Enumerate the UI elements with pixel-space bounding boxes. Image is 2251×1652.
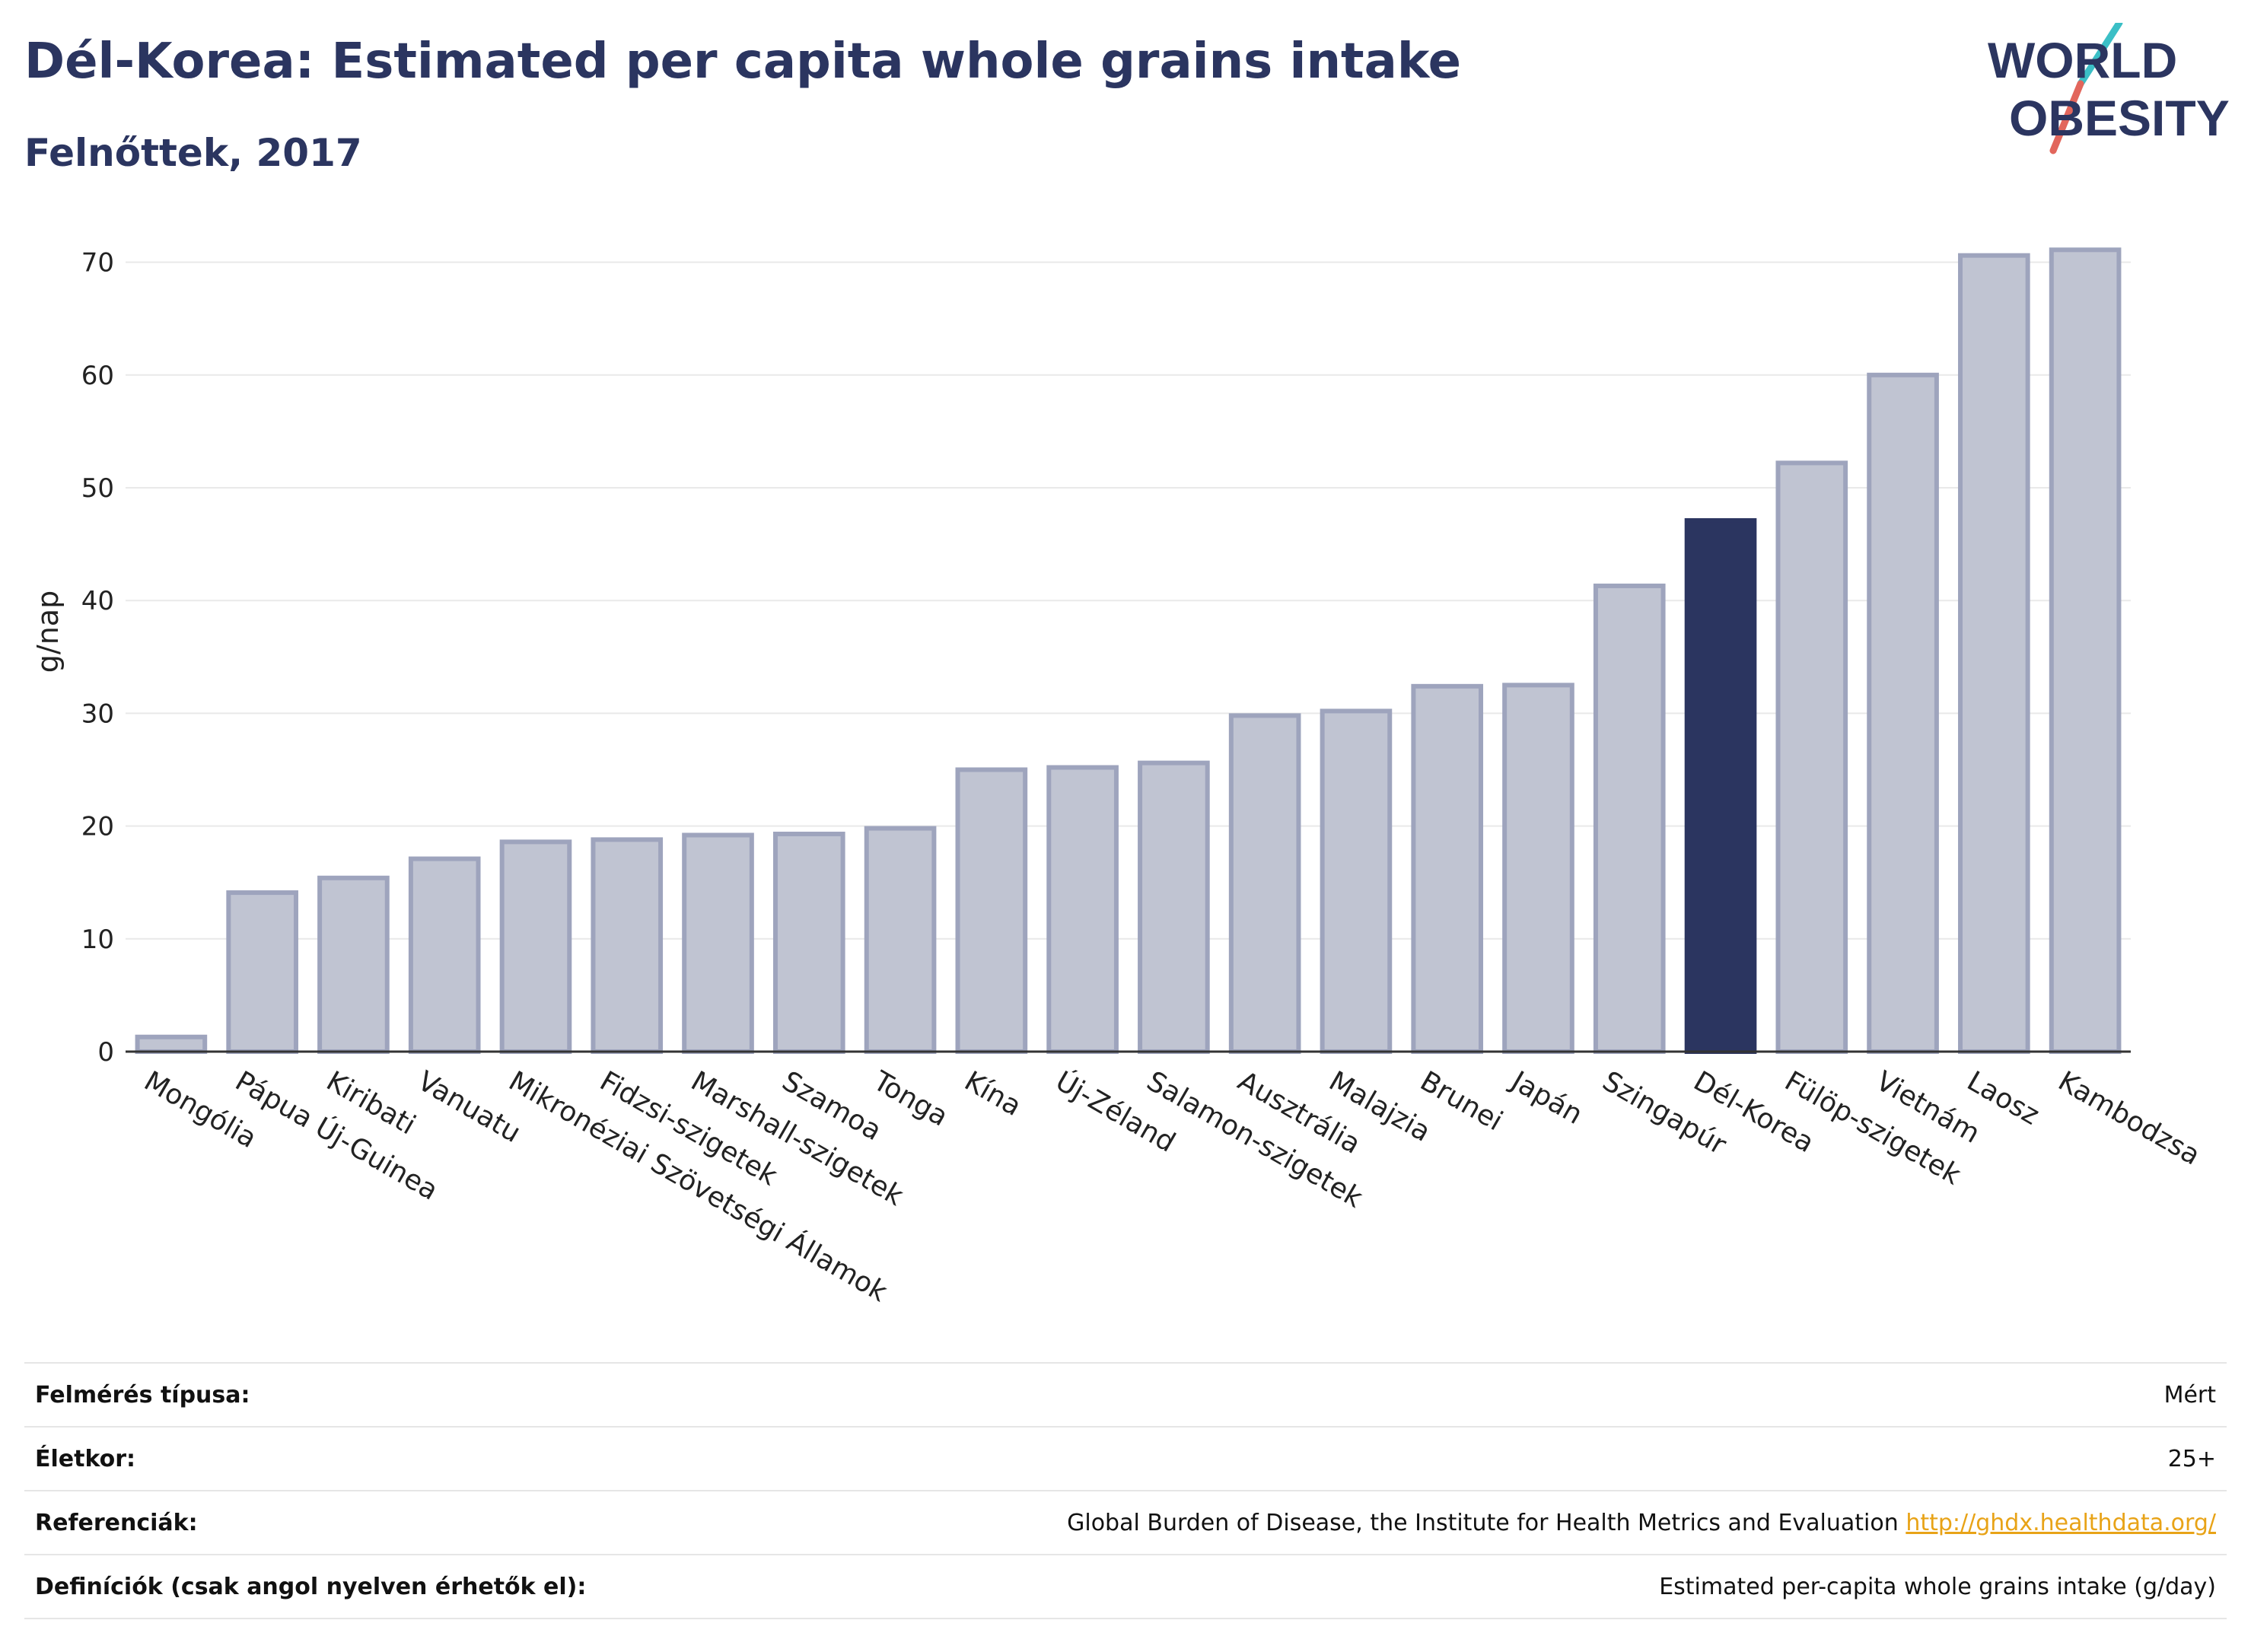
bar xyxy=(682,832,754,1055)
y-tick-label: 50 xyxy=(81,473,114,504)
logo-line1: WORLD xyxy=(1988,32,2177,88)
bar xyxy=(1046,765,1119,1054)
x-tick-label: Japán xyxy=(1504,1065,1587,1131)
info-label: Felmérés típusa: xyxy=(24,1362,748,1427)
info-value: Global Burden of Disease, the Institute … xyxy=(747,1490,2227,1555)
info-row-age: Életkor: 25+ xyxy=(24,1426,2227,1491)
y-axis-ticks: 0 10 20 30 40 50 60 70 xyxy=(81,248,114,1068)
bar xyxy=(499,839,572,1055)
y-tick-label: 20 xyxy=(81,812,114,842)
bar xyxy=(1958,253,2030,1054)
x-tick-label: Kína xyxy=(959,1065,1026,1122)
info-row-references: Referenciák: Global Burden of Disease, t… xyxy=(24,1490,2227,1555)
x-tick-label: Kambodzsa xyxy=(2053,1065,2205,1171)
bar xyxy=(591,837,664,1055)
bar xyxy=(135,1034,208,1055)
y-tick-label: 60 xyxy=(81,361,114,391)
y-tick-label: 10 xyxy=(81,925,114,955)
bar xyxy=(2049,247,2122,1055)
info-value: Estimated per-capita whole grains intake… xyxy=(747,1554,2227,1619)
bar xyxy=(317,875,390,1054)
bar xyxy=(772,831,845,1054)
info-table: Felmérés típusa: Mért Életkor: 25+ Refer… xyxy=(24,1362,2227,1619)
reference-text: Global Burden of Disease, the Institute … xyxy=(1067,1509,1899,1536)
bar xyxy=(1411,683,1484,1054)
bar xyxy=(1775,460,1848,1054)
bar xyxy=(226,890,298,1054)
info-label: Életkor: xyxy=(24,1426,748,1491)
bar xyxy=(1593,583,1666,1054)
info-row-definitions: Definíciók (csak angol nyelven érhetők e… xyxy=(24,1554,2227,1619)
y-tick-label: 70 xyxy=(81,248,114,279)
world-obesity-logo: WORLD OBESITY xyxy=(1988,23,2230,154)
page-title: Dél-Korea: Estimated per capita whole gr… xyxy=(24,33,1462,90)
bar xyxy=(1684,517,1757,1054)
bar xyxy=(1502,683,1574,1054)
info-label: Referenciák: xyxy=(24,1490,748,1555)
y-tick-label: 30 xyxy=(81,699,114,729)
bar xyxy=(408,856,481,1054)
bar xyxy=(1867,372,1939,1054)
bar xyxy=(1228,713,1301,1054)
info-label: Definíciók (csak angol nyelven érhetők e… xyxy=(24,1554,748,1619)
bars xyxy=(135,247,2122,1055)
y-tick-label: 40 xyxy=(81,586,114,616)
info-value: Mért xyxy=(747,1362,2227,1427)
info-value: 25+ xyxy=(747,1426,2227,1491)
bar xyxy=(864,826,937,1054)
page-subtitle: Felnőttek, 2017 xyxy=(24,131,362,175)
reference-link[interactable]: http://ghdx.healthdata.org/ xyxy=(1906,1509,2216,1536)
logo-line2: OBESITY xyxy=(2009,90,2230,146)
bar xyxy=(1320,708,1393,1054)
bar xyxy=(955,767,1028,1054)
x-tick-label: Vanuatu xyxy=(412,1065,526,1149)
y-tick-label: 0 xyxy=(97,1037,114,1068)
info-row-survey-type: Felmérés típusa: Mért xyxy=(24,1362,2227,1427)
y-axis-label: g/nap xyxy=(31,590,65,673)
bar xyxy=(1138,760,1210,1054)
